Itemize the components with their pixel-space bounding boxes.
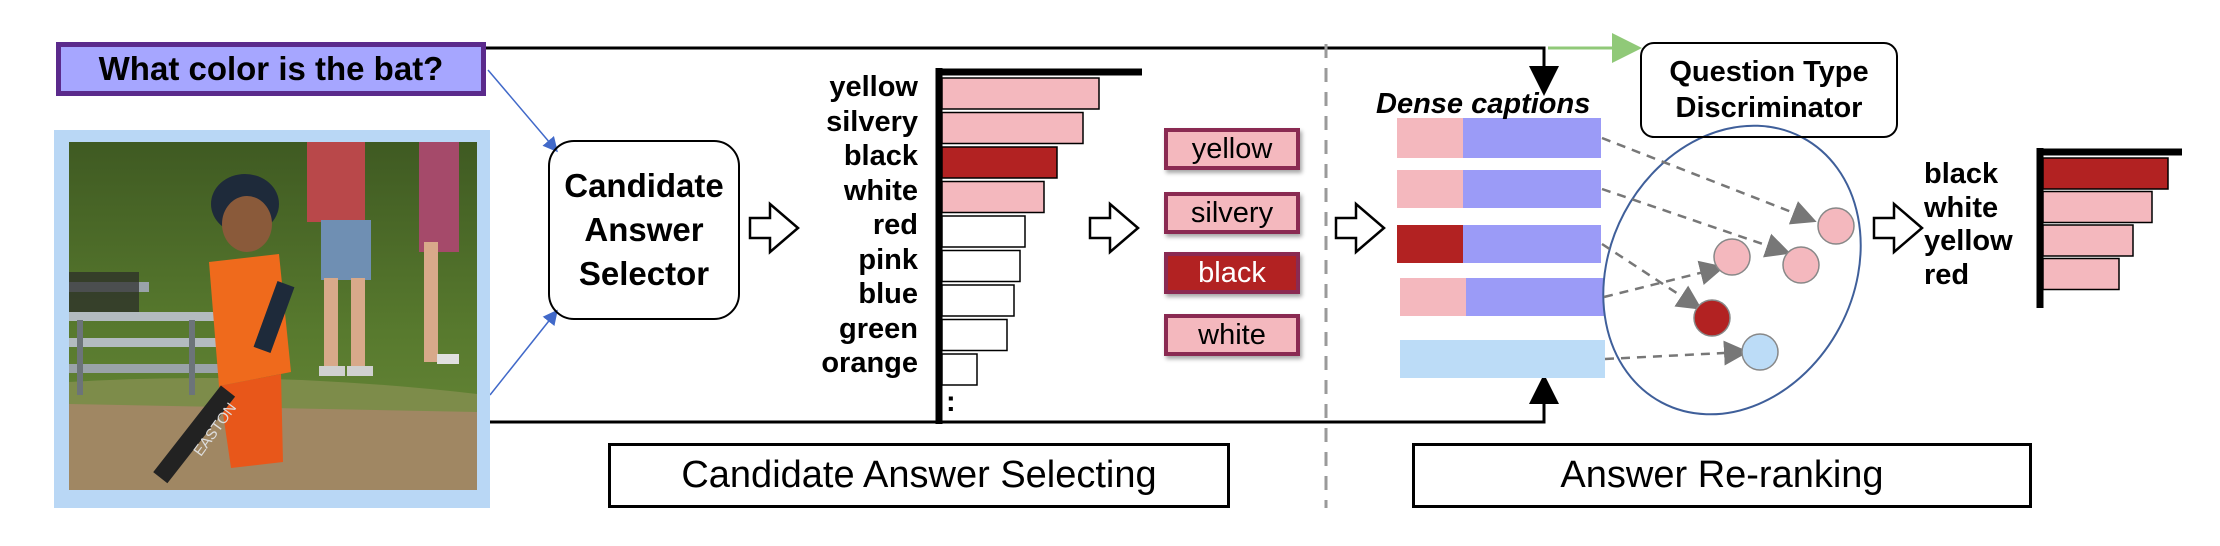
caption-bar-5 <box>1400 340 1605 378</box>
candidate-label: silvery <box>826 105 918 138</box>
candidate-label-list: yellow silvery black white red pink blue… <box>812 70 918 381</box>
block-arrow-1 <box>748 201 800 255</box>
candidate-bar-white <box>941 180 1045 214</box>
ranked-label: red <box>1924 258 1970 291</box>
ranked-bar-white <box>2042 190 2153 224</box>
picked-answer-label: silvery <box>1190 196 1274 229</box>
caption-bar-4 <box>1400 278 1466 316</box>
block-arrow-4 <box>1872 201 1924 255</box>
caption-bar-3 <box>1397 225 1463 263</box>
picked-answer-label: black <box>1198 256 1266 289</box>
caption-bar-2-blue <box>1463 170 1601 208</box>
input-image: EASTON <box>69 142 477 490</box>
footer-left-label: Candidate Answer Selecting <box>681 454 1157 496</box>
candidate-bar-green <box>941 318 1008 352</box>
question-type-discriminator: Question Type Discriminator <box>1640 42 1898 138</box>
image-to-selector-line <box>489 309 558 396</box>
footer-right-label: Answer Re-ranking <box>1560 454 1884 496</box>
ranked-bar-black <box>2042 157 2169 190</box>
cluster-node-blue <box>1741 333 1779 371</box>
candidate-label: yellow <box>829 71 918 103</box>
candidate-label: green <box>839 312 918 345</box>
candidate-label: white <box>843 174 918 207</box>
block-arrow-2 <box>1088 201 1140 255</box>
candidate-bars <box>941 77 1100 386</box>
footer-candidate-answer-selecting: Candidate Answer Selecting <box>608 443 1230 508</box>
question-to-selector-line <box>487 69 558 153</box>
dashed-link-2 <box>1601 187 1791 258</box>
selector-line-1: Candidate <box>564 167 724 204</box>
dashed-link-1 <box>1601 136 1817 225</box>
picked-answer-label: white <box>1198 318 1266 351</box>
selector-line-3: Selector <box>578 255 710 292</box>
candidate-bar-blue <box>941 284 1015 317</box>
caption-bar-3-blue <box>1463 225 1601 263</box>
ranked-label-list: black white yellow red <box>1924 158 2013 292</box>
dashed-link-5 <box>1604 340 1749 366</box>
ranked-bar-yellow <box>2042 224 2134 257</box>
ranked-label: black <box>1924 158 1999 190</box>
candidate-bar-yellow <box>941 77 1100 110</box>
dense-caption-bars <box>1397 118 1605 378</box>
picked-answer-yellow: yellow <box>1164 128 1300 170</box>
caption-bar-4-blue <box>1466 278 1604 316</box>
image-to-captions-line <box>490 374 1559 424</box>
ranked-label: white <box>1924 191 1999 224</box>
caption-bar-2 <box>1397 170 1463 208</box>
candidate-bar-orange <box>941 353 978 386</box>
picked-answer-silvery: silvery <box>1164 192 1300 234</box>
question-text: What color is the bat? <box>98 50 444 87</box>
ranked-bars <box>2042 157 2169 291</box>
candidate-label: pink <box>858 243 918 276</box>
candidate-bar-black <box>941 146 1058 179</box>
cluster-node-red <box>1693 299 1731 337</box>
candidate-answer-selector: Candidate Answer Selector <box>548 140 740 320</box>
picked-answer-label: yellow <box>1191 132 1273 165</box>
cluster-node-pink-3 <box>1713 238 1751 276</box>
question-box: What color is the bat? <box>56 42 486 96</box>
cluster-node-pink-1 <box>1817 207 1855 245</box>
picked-answer-white: white <box>1164 314 1300 356</box>
question-to-captions-line <box>486 46 1559 96</box>
candidate-label: orange <box>821 347 918 379</box>
ranked-bar-red <box>2042 257 2120 291</box>
caption-bar-1-blue <box>1463 118 1601 158</box>
cluster-node-pink-2 <box>1782 246 1820 284</box>
discriminator-line-2: Discriminator <box>1675 92 1863 124</box>
ranked-label: yellow <box>1924 225 2013 257</box>
selector-line-2: Answer <box>584 211 704 248</box>
discriminator-line-1: Question Type <box>1669 56 1869 88</box>
dense-captions-title: Dense captions <box>1376 88 1591 120</box>
block-arrow-3 <box>1334 201 1386 255</box>
picked-answer-black: black <box>1164 252 1300 294</box>
dashed-link-4 <box>1603 260 1725 299</box>
dashed-link-3 <box>1601 242 1703 310</box>
candidate-label: black <box>843 140 918 172</box>
candidate-bar-pink <box>941 249 1021 283</box>
candidate-label: blue <box>858 278 918 310</box>
candidate-bar-red <box>941 215 1026 248</box>
candidate-ellipsis: : <box>946 386 956 418</box>
footer-answer-reranking: Answer Re-ranking <box>1412 443 2032 508</box>
candidate-label: red <box>872 209 918 241</box>
candidate-bar-silvery <box>941 111 1084 145</box>
caption-bar-1 <box>1397 118 1463 158</box>
